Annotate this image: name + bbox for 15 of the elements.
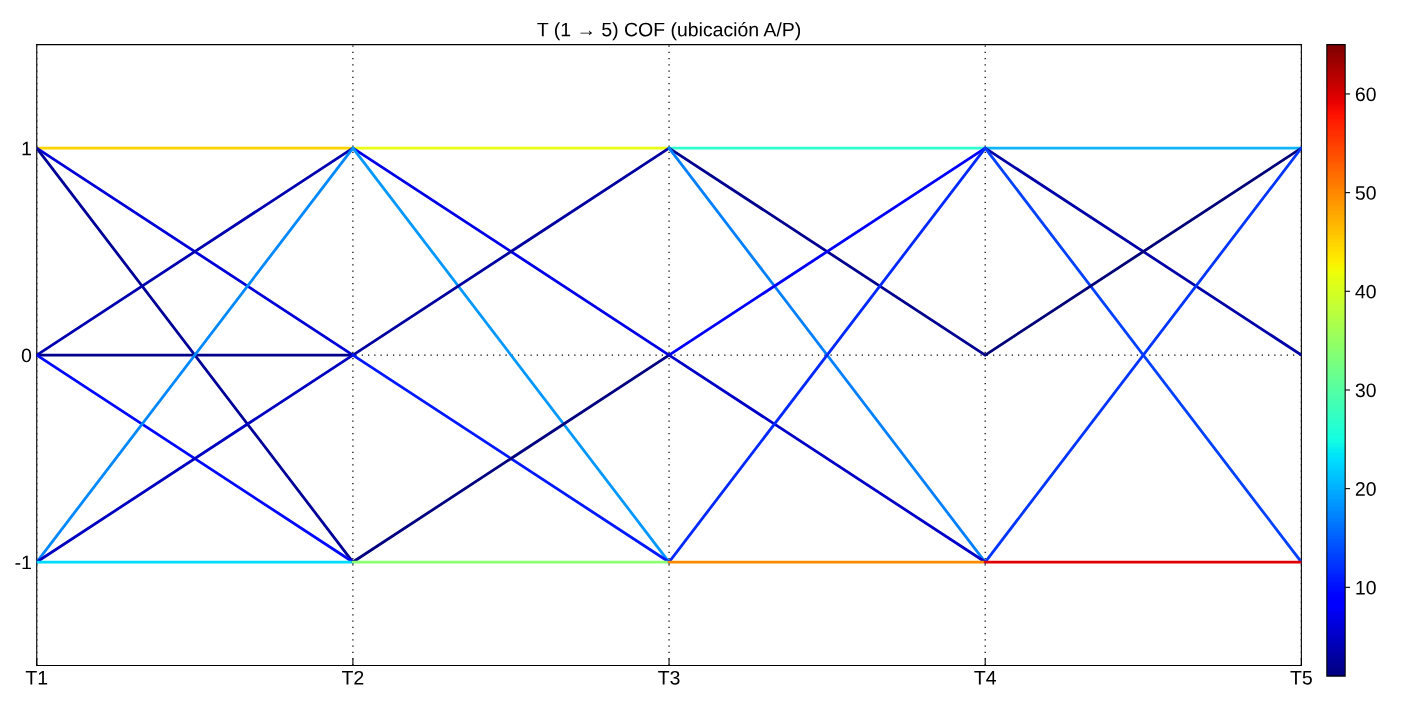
x-tick-label: T4 <box>974 671 996 685</box>
color-bar-label: 50 <box>1355 186 1376 200</box>
x-tick-label: T2 <box>341 670 364 685</box>
color-bar-label: 20 <box>1355 482 1376 496</box>
color-bar-label: 60 <box>1355 87 1376 102</box>
x-tick-label: T5 <box>1290 671 1312 685</box>
x-tick-label: T1 <box>25 671 48 685</box>
chart-title: T (1 → 5) COF (ubicación A/P) <box>537 21 801 41</box>
color-bar-label: 10 <box>1356 580 1376 595</box>
y-tick-label: 0 <box>21 348 32 363</box>
color-bar-label: 30 <box>1355 383 1376 398</box>
y-tick-label: -1 <box>15 555 31 570</box>
x-tick-label: T3 <box>658 670 680 685</box>
y-tick-label: 1 <box>22 141 31 156</box>
color-bar-label: 40 <box>1355 284 1376 299</box>
